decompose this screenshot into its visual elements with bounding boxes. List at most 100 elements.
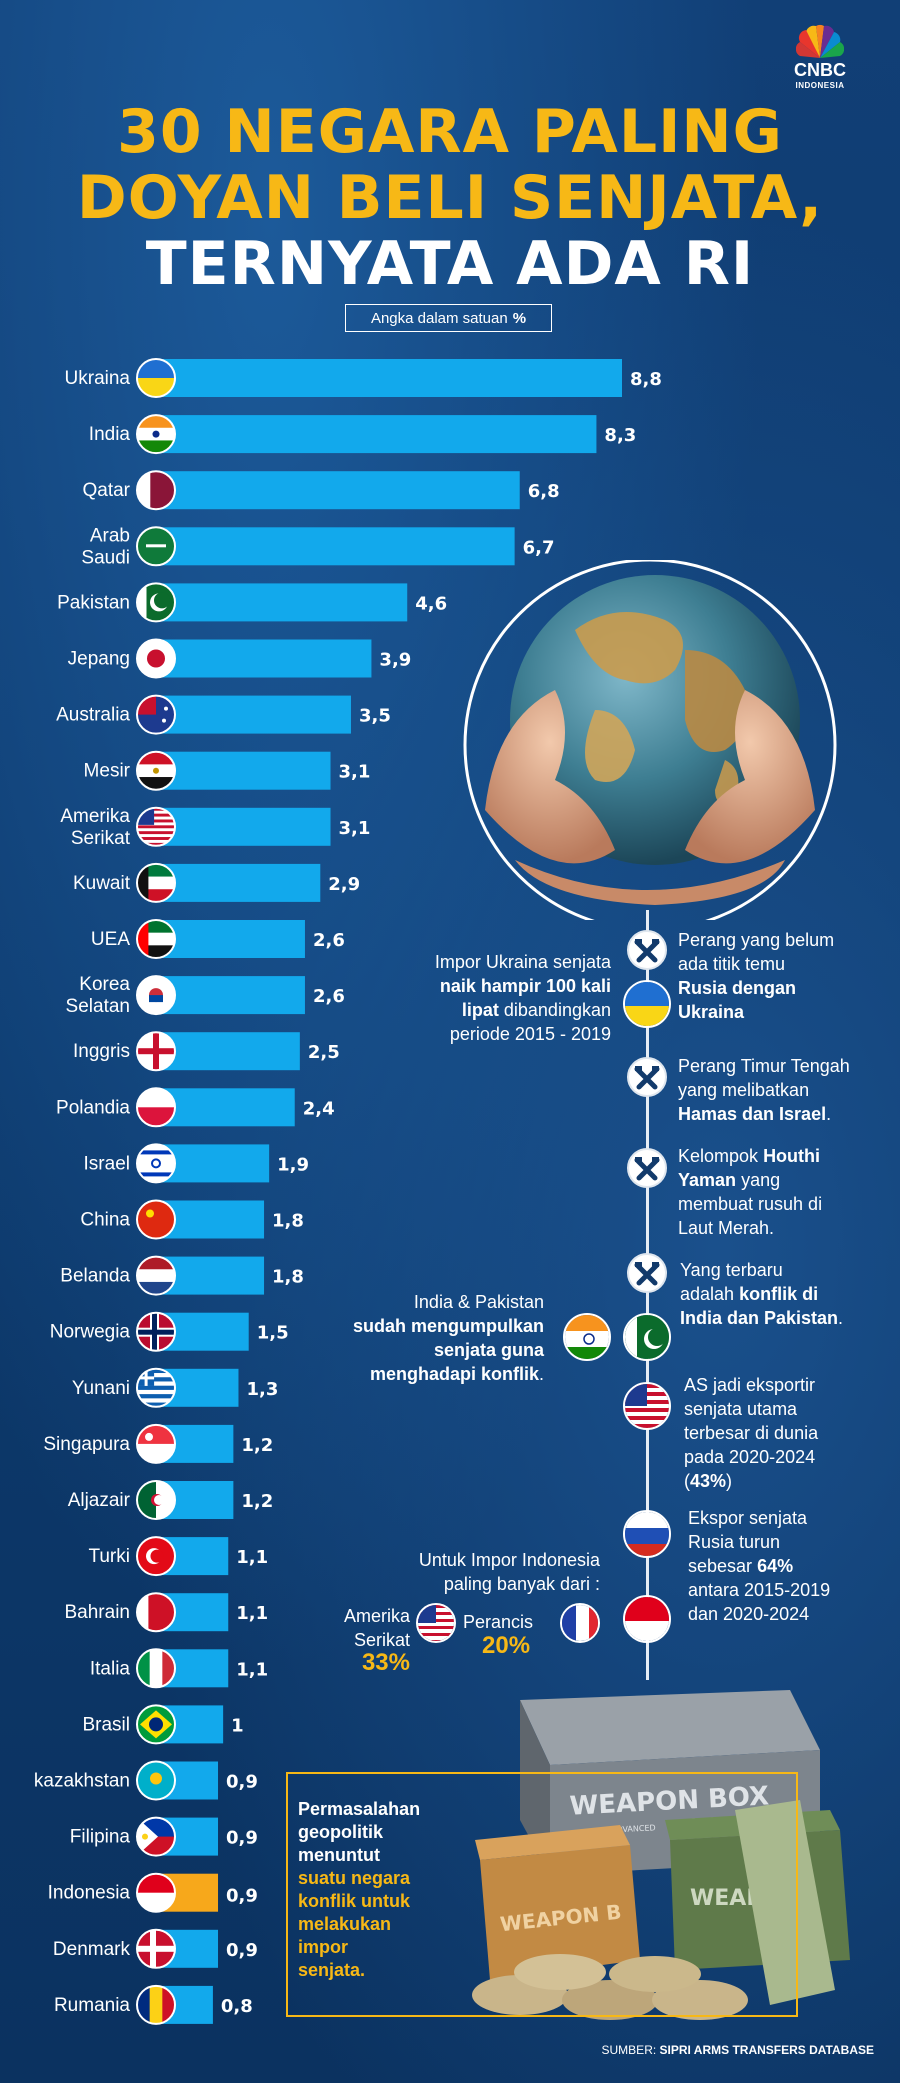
value-label: 1,1 [236,1547,268,1568]
unit-note-text: Angka dalam satuan [370,309,508,327]
country-flag-icon [136,1199,176,1240]
country-flag-icon [136,1872,176,1913]
country-label: Jepang [68,649,130,670]
pakistan-flag-icon [623,1313,671,1361]
value-label: 2,6 [313,930,345,951]
value-label: 3,1 [339,762,371,783]
note-houthi: Kelompok Houthi Yaman yang membuat rusuh… [678,1146,823,1238]
country-label: Indonesia [48,1883,131,1904]
country-label: Korea [79,974,130,995]
value-label: 8,3 [604,425,636,446]
country-label: China [80,1210,130,1231]
bar [154,415,597,454]
bar-row: China 1,8 [80,1199,304,1240]
country-flag-icon [136,1592,176,1633]
country-flag-icon [136,1704,176,1745]
country-flag-icon [136,582,176,623]
value-label: 1,3 [246,1379,278,1400]
country-label: Singapura [43,1434,130,1455]
country-flag-icon [136,1143,176,1184]
indonesia-flag-icon [623,1595,671,1643]
country-label: Selatan [66,996,130,1017]
country-flag-icon [136,1928,176,1969]
value-label: 0,9 [226,1940,258,1961]
crossed-guns-icon [627,1253,667,1293]
country-label: Yunani [72,1378,130,1399]
value-label: 0,9 [226,1886,258,1907]
bar-row: Indonesia 0,9 [48,1872,258,1913]
bar [154,751,331,790]
value-label: 1,1 [236,1603,268,1624]
country-label: Israel [84,1153,130,1174]
country-flag-icon [136,1311,176,1352]
bar-row: Norwegia 1,5 [50,1311,289,1352]
country-flag-icon [136,1087,176,1128]
country-flag-icon [136,694,176,735]
country-label: Amerika [60,806,130,827]
bar-row: Australia 3,5 [56,694,391,735]
note-us-share: Amerika Serikat [343,1606,410,1650]
bar-row: Polandia 2,4 [56,1087,335,1128]
country-label: Arab [90,525,130,546]
bar-row: Kuwait 2,9 [73,862,360,903]
bar [154,1032,300,1071]
country-label: UEA [91,929,130,950]
bar [154,471,520,510]
value-label: 2,6 [313,986,345,1007]
bar [154,695,351,734]
country-label: Qatar [82,480,130,501]
country-flag-icon [136,638,176,679]
usa-flag-small-icon [416,1603,456,1643]
us-share-value: 33% [361,1649,410,1676]
bar-row: Singapura 1,2 [43,1423,273,1464]
bar [154,807,331,846]
bar-row: Turki 1,1 [88,1536,268,1577]
bar-row: Filipina 0,9 [70,1816,258,1857]
bar-row: Qatar 6,8 [82,470,560,511]
bar-row: Pakistan 4,6 [57,582,447,623]
value-label: 6,7 [523,537,555,558]
country-label: Kuwait [73,873,131,894]
country-label: Italia [90,1658,131,1679]
france-label: Perancis [463,1612,534,1632]
globe-in-hands-illustration [455,558,845,932]
country-flag-icon [136,414,176,455]
peacock-icon [796,24,844,58]
title-line-2: DOYAN BELI SENJATA, [76,163,824,233]
bar [154,863,321,902]
ukraine-flag-icon [623,980,671,1028]
country-label: Denmark [53,1939,131,1960]
country-label: Polandia [56,1097,130,1118]
country-label: kazakhstan [34,1771,130,1792]
country-label: Filipina [70,1827,131,1848]
note-us-exporter: AS jadi eksportir senjata utama terbesar… [684,1375,819,1491]
usa-flag-icon [623,1382,671,1430]
bar [154,1088,295,1127]
bar-row: Inggris 2,5 [73,1031,340,1072]
value-label: 3,5 [359,706,391,727]
note-russia-export: Ekspor senjata Rusia turun sebesar 64% a… [688,1508,831,1624]
country-flag-icon [136,1031,176,1072]
bar-row: Brasil 1 [82,1704,244,1745]
note-india-pakistan-weapons: India & Pakistan sudah mengumpulkan senj… [352,1292,544,1384]
country-label: Brasil [82,1714,130,1735]
france-flag-icon [560,1603,600,1643]
crossed-guns-icon [627,930,667,970]
logo-text: CNBC [794,60,846,80]
country-label: Serikat [71,828,131,849]
weapon-box-sub1: ADVANCED [611,1823,656,1834]
crossed-guns-icon [627,1057,667,1097]
value-label: 1 [231,1715,244,1736]
value-label: 1,2 [241,1435,273,1456]
country-label: Bahrain [65,1602,131,1623]
note-war-russia-ukraine: Perang yang belum ada titik temu Rusia d… [678,930,835,1022]
value-label: 2,5 [308,1042,340,1063]
country-label: Inggris [73,1041,130,1062]
bar [154,359,622,397]
country-flag-icon [136,919,176,959]
bottom-note: Permasalahan geopolitik menuntut suatu n… [298,1799,421,1980]
